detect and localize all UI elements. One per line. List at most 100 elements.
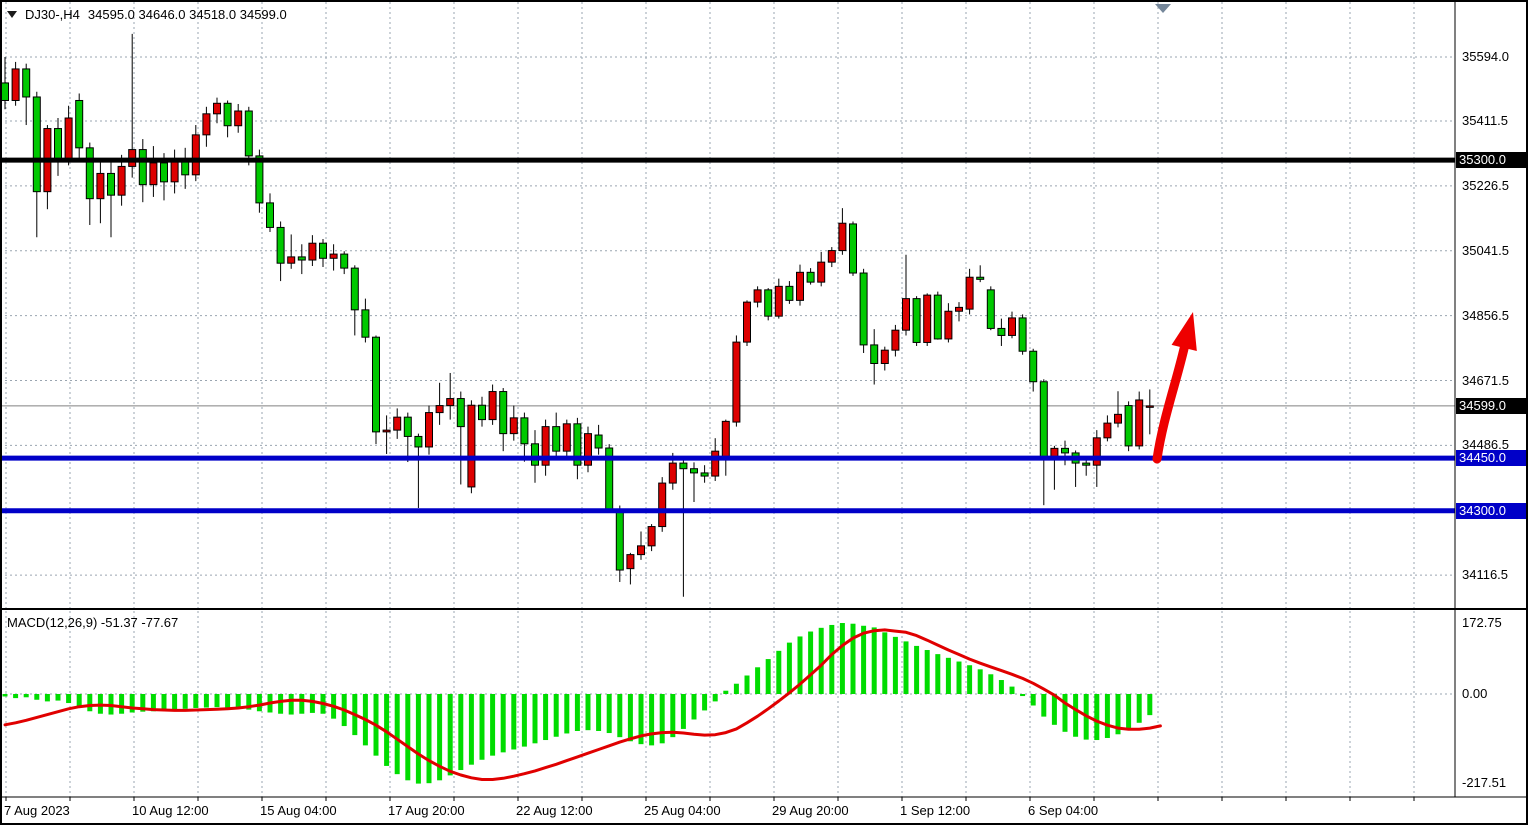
candle-body xyxy=(615,509,624,571)
candle-body xyxy=(213,102,221,115)
candle-body xyxy=(1039,381,1048,457)
macd-histogram-bar xyxy=(119,694,125,714)
candle-body xyxy=(806,271,815,283)
candle-body xyxy=(827,250,836,263)
candle-body xyxy=(478,404,486,421)
candle-body xyxy=(308,242,317,261)
macd-histogram-bar xyxy=(1062,694,1068,732)
macd-histogram-bar xyxy=(691,694,697,720)
time-axis-label: 22 Aug 12:00 xyxy=(516,803,593,818)
macd-histogram-bar xyxy=(203,694,209,708)
macd-histogram-bar xyxy=(808,631,814,694)
candle-body xyxy=(732,341,741,423)
candle-body xyxy=(859,272,868,346)
macd-histogram-bar xyxy=(839,623,845,694)
candle-body xyxy=(976,276,985,280)
macd-histogram-bar xyxy=(702,694,708,711)
price-axis-label: 35594.0 xyxy=(1462,49,1509,64)
macd-histogram-bar xyxy=(606,694,612,734)
candle-body xyxy=(690,468,698,474)
macd-histogram-bar xyxy=(1136,694,1142,723)
candle-body xyxy=(393,416,402,431)
macd-histogram-bar xyxy=(818,627,824,694)
macd-axis-label: 0.00 xyxy=(1462,686,1488,701)
macd-histogram-bar xyxy=(744,675,750,694)
price-axis-label: 34486.5 xyxy=(1462,437,1509,452)
candle-body xyxy=(361,309,370,338)
candle-body xyxy=(721,420,730,457)
price-axis-label: 34116.5 xyxy=(1462,567,1509,582)
candle-body xyxy=(170,158,179,183)
price-axis-badge: 34450.0 xyxy=(1456,450,1526,466)
macd-signal-line xyxy=(3,628,1162,781)
candle-body xyxy=(1018,317,1027,352)
macd-histogram-bar xyxy=(638,694,644,745)
candle-body xyxy=(594,434,603,449)
macd-histogram-bar xyxy=(214,694,220,708)
macd-histogram-bar xyxy=(415,694,421,784)
candle-body xyxy=(372,336,380,433)
chart-shift-marker-icon xyxy=(1155,4,1171,13)
symbol-period-label: DJ30-,H4 xyxy=(25,7,80,22)
macd-histogram-bar xyxy=(2,694,8,697)
price-axis-label: 34856.5 xyxy=(1462,308,1509,323)
macd-histogram-bar xyxy=(596,694,602,731)
macd-histogram-bar xyxy=(882,632,888,694)
macd-histogram-bar xyxy=(479,694,485,760)
macd-histogram-bar xyxy=(861,625,867,694)
candle-body xyxy=(986,289,995,329)
macd-histogram-bar xyxy=(76,694,82,707)
candle-body xyxy=(1029,350,1038,383)
candle-body xyxy=(880,349,889,364)
price-axis-label: 35041.5 xyxy=(1462,243,1509,258)
macd-histogram-bar xyxy=(447,694,453,776)
candle-body xyxy=(1114,413,1122,424)
macd-histogram-bar xyxy=(829,624,835,694)
macd-histogram-bar xyxy=(1147,694,1153,716)
macd-histogram-bar xyxy=(553,694,559,737)
candle-body xyxy=(266,202,274,228)
macd-histogram-bar xyxy=(225,694,231,708)
candle-body xyxy=(1145,405,1154,408)
macd-histogram-bar xyxy=(914,645,920,694)
candle-body xyxy=(626,554,635,570)
candle-body xyxy=(32,96,41,193)
macd-histogram-bar xyxy=(458,694,464,771)
macd-histogram-bar xyxy=(755,667,761,694)
macd-histogram-bar xyxy=(288,694,294,715)
macd-histogram-bar xyxy=(140,694,146,712)
time-axis-label: 15 Aug 04:00 xyxy=(260,803,337,818)
candle-body xyxy=(838,222,847,252)
time-axis-label: 29 Aug 20:00 xyxy=(772,803,849,818)
candle-body xyxy=(160,162,168,183)
candle-body xyxy=(573,423,582,466)
price-axis-label: 35411.5 xyxy=(1462,113,1509,128)
candle-body xyxy=(223,102,232,127)
candle-body xyxy=(85,147,94,200)
candle-body xyxy=(138,149,147,186)
macd-histogram-bar xyxy=(1094,694,1100,741)
candle-body xyxy=(668,462,677,484)
macd-indicator-label: MACD(12,26,9) -51.37 -77.67 xyxy=(7,615,179,630)
candle-body xyxy=(202,113,211,136)
macd-histogram-bar xyxy=(1041,694,1047,717)
candle-body xyxy=(276,226,285,264)
time-axis-label: 17 Aug 20:00 xyxy=(388,803,465,818)
macd-histogram-bar xyxy=(55,694,61,701)
candle-body xyxy=(149,162,158,186)
candle-body xyxy=(870,344,879,364)
candle-body xyxy=(955,306,963,312)
candle-body xyxy=(753,289,762,303)
candle-body xyxy=(255,155,264,204)
macd-histogram-bar xyxy=(543,694,549,741)
macd-histogram-bar xyxy=(797,636,803,694)
candle-body xyxy=(764,289,773,317)
macd-histogram-bar xyxy=(1020,694,1026,697)
macd-histogram-bar xyxy=(426,694,432,784)
candle-body xyxy=(817,261,826,283)
macd-histogram-bar xyxy=(161,694,167,711)
macd-histogram-bar xyxy=(786,642,792,694)
macd-histogram-bar xyxy=(309,694,315,713)
